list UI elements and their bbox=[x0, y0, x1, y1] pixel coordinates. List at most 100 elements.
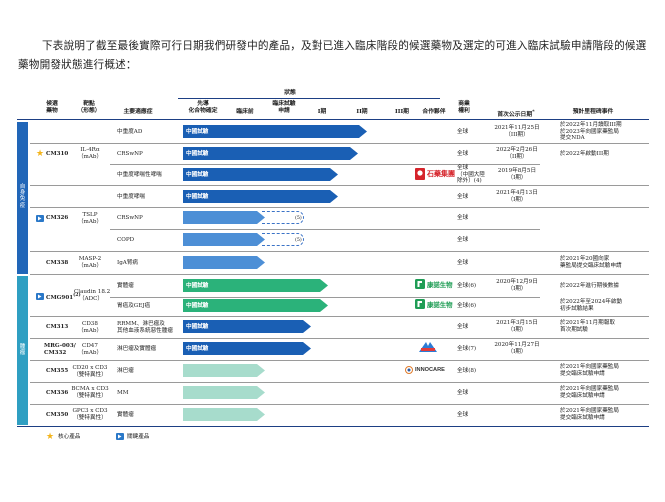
cspc-logo-icon bbox=[415, 168, 425, 180]
row-rule bbox=[30, 360, 649, 361]
progress-bar-preclinical bbox=[183, 256, 265, 269]
indication: CRSwNP bbox=[117, 151, 143, 157]
row-rule bbox=[110, 297, 540, 298]
progress-bar-preclinical bbox=[183, 386, 265, 399]
bar-label: 中國試驗 bbox=[186, 303, 209, 309]
progress-bar-preclinical bbox=[183, 211, 265, 224]
drug-cm336: CM336 bbox=[46, 390, 69, 396]
header-bottom-rule bbox=[17, 119, 649, 120]
bar-label: 中國試驗 bbox=[186, 129, 209, 135]
next-event: 於2022年至2024年啟動 初步試驗結果 bbox=[560, 299, 623, 312]
drug-cm350: CM350 bbox=[46, 412, 69, 418]
first-data: 2020年12月9日 （I期） bbox=[496, 279, 538, 292]
legend-core-star-icon: ★ bbox=[46, 432, 55, 442]
footnote-tag: (5) bbox=[295, 238, 302, 243]
progress-bar-phase1 bbox=[183, 299, 328, 312]
rights: 全球 bbox=[457, 215, 469, 221]
next-event: 於2022年啟動III期 bbox=[560, 151, 609, 157]
indication: 淋巴瘤 bbox=[117, 368, 134, 374]
section-autoimmune: 自身免疫 bbox=[17, 122, 28, 274]
table-bottom-rule bbox=[17, 426, 649, 427]
rights: 全球 bbox=[457, 324, 469, 330]
planned-ind-bar bbox=[262, 211, 304, 224]
indication: 淋巴瘤及實體瘤 bbox=[117, 346, 157, 352]
next-event: 於2022年11月讀取III期 於2023年向國家藥監局 提交NDA bbox=[560, 122, 622, 142]
target-cm338: MASP-2 （mAb） bbox=[77, 256, 103, 269]
partner-logo-kangnuo: 康諾生物 bbox=[415, 279, 453, 289]
row-rule bbox=[30, 316, 649, 317]
kangnuo-logo-icon bbox=[415, 279, 425, 289]
header-partner: 合作夥伴 bbox=[422, 109, 446, 115]
partner-logo-meiya: 美雅 bbox=[418, 341, 440, 353]
indication: RRMM、淋巴瘤及 其他血液系統惡性腫瘤 bbox=[117, 321, 173, 334]
indication: 胃癌及GEJ癌 bbox=[117, 303, 151, 309]
header-target: 靶點 （形態） bbox=[77, 101, 101, 114]
bar-label: 中國試驗 bbox=[186, 346, 209, 352]
first-data: 2021年4月13日 （I期） bbox=[496, 190, 538, 203]
header-rights: 商業 權利 bbox=[458, 101, 470, 114]
header-drug: 候選 藥物 bbox=[46, 101, 58, 114]
first-data: 2019年8月5日 （I期） bbox=[497, 168, 537, 181]
row-rule bbox=[110, 229, 540, 230]
header-first-data: 首次公示日期* bbox=[497, 109, 535, 118]
row-rule bbox=[30, 143, 649, 144]
drug-cm338: CM338 bbox=[46, 260, 69, 266]
row-rule bbox=[30, 404, 649, 405]
kangnuo-logo-icon bbox=[415, 299, 425, 309]
progress-bar-phase1 bbox=[183, 320, 311, 333]
bar-label: 中國試驗 bbox=[186, 324, 209, 330]
section-oncology: 腫瘤 bbox=[17, 276, 28, 425]
next-event: 於2021年向國家藥監局 提交臨床試驗申請 bbox=[560, 364, 619, 377]
header-next-event: 預計里程碑事件 bbox=[572, 109, 614, 115]
next-event: 於2022年進行期後數據 bbox=[560, 283, 619, 289]
partner-logo-innocare: INNOCARE bbox=[405, 366, 445, 374]
partner-logo-cspc: 石藥集團 bbox=[415, 168, 455, 180]
row-rule bbox=[30, 251, 649, 252]
indication: COPD bbox=[117, 237, 135, 243]
bar-label: 中國試驗 bbox=[186, 283, 209, 289]
indication: MM bbox=[117, 390, 129, 396]
core-product-star-icon: ★ bbox=[36, 149, 45, 159]
drug-cm313: CM313 bbox=[46, 324, 69, 330]
header-status: 狀態 bbox=[284, 90, 296, 96]
first-data: 2021年3月15日 （I期） bbox=[496, 320, 538, 333]
next-event: 於2021年向國家藥監局 提交臨床試驗申請 bbox=[560, 408, 619, 421]
key-product-flag-icon bbox=[36, 215, 44, 222]
progress-bar-phase1 bbox=[183, 342, 311, 355]
row-rule bbox=[110, 164, 540, 165]
indication: 中重度哮喘 bbox=[117, 194, 145, 200]
progress-bar-phase2 bbox=[183, 147, 358, 160]
first-data: 2022年2月26日 （II期） bbox=[496, 147, 538, 160]
first-data: 2021年11月25日 （III期） bbox=[494, 125, 540, 138]
planned-ind-bar bbox=[262, 233, 304, 246]
partner-logo-kangnuo: 康諾生物 bbox=[415, 299, 453, 309]
key-product-flag-icon bbox=[36, 293, 44, 300]
progress-bar-preclinical bbox=[183, 233, 265, 246]
rights: 全球 bbox=[457, 129, 469, 135]
indication: 中重度哮喘性哮喘 bbox=[117, 172, 162, 178]
target-cm336: BCMA x CD3 （雙特異性） bbox=[71, 386, 109, 399]
rights: 全球(6) bbox=[457, 283, 477, 289]
header-status-rule bbox=[178, 98, 440, 99]
next-event: 於2021年20國向家 藥監局提交臨床試驗申請 bbox=[560, 256, 622, 269]
header-lead: 先導 化合物確定 bbox=[188, 101, 218, 114]
target-cm350: GPC3 x CD3 （雙特異性） bbox=[72, 408, 108, 421]
rights: 全球(8) bbox=[457, 368, 477, 374]
row-rule bbox=[30, 207, 649, 208]
header-preclinical: 臨床前 bbox=[236, 109, 254, 115]
row-rule bbox=[30, 185, 649, 186]
rights: 全球 bbox=[457, 194, 469, 200]
bar-label: 中國試驗 bbox=[186, 194, 209, 200]
indication: IgA腎病 bbox=[117, 260, 139, 266]
next-event: 於2021年11月期報取 首次期試驗 bbox=[560, 320, 615, 333]
drug-cm332: MRG-003/ CM332 bbox=[44, 343, 76, 356]
rights: 全球 bbox=[457, 390, 469, 396]
next-event: 於2021年向國家藥監局 提交臨床試驗申請 bbox=[560, 386, 619, 399]
row-rule bbox=[30, 274, 649, 275]
rights: 全球(6) bbox=[457, 303, 477, 309]
rights: 全球 bbox=[457, 260, 469, 266]
target-cm310: IL-4Rα （mAb） bbox=[77, 147, 103, 160]
intro-paragraph: 下表說明了截至最後實際可行日期我們研發中的產品，及對已進入臨床階段的候選藥物及選… bbox=[18, 40, 647, 71]
rights: 全球 bbox=[457, 237, 469, 243]
